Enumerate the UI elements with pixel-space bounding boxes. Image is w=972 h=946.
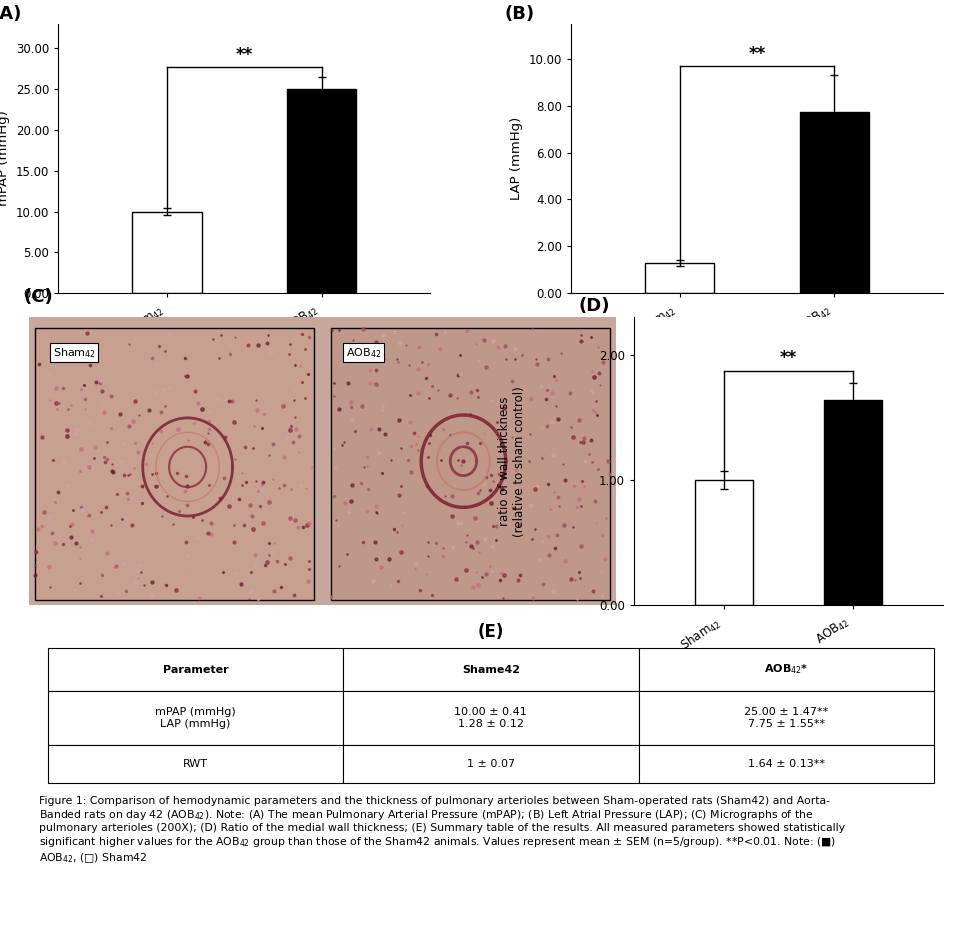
Bar	[639, 648, 934, 691]
Text: 10.00 ± 0.41
1.28 ± 0.12: 10.00 ± 0.41 1.28 ± 0.12	[455, 707, 527, 728]
Bar	[343, 648, 639, 691]
Bar	[132, 212, 201, 293]
Text: Parameter: Parameter	[162, 664, 228, 674]
Bar	[824, 400, 882, 605]
Text: **: **	[748, 44, 766, 62]
Bar	[800, 112, 869, 293]
Text: Figure 1: Comparison of hemodynamic parameters and the thickness of pulmonary ar: Figure 1: Comparison of hemodynamic para…	[39, 796, 845, 865]
Bar	[639, 691, 934, 745]
Bar	[644, 263, 714, 293]
Text: AOB$_{42}$: AOB$_{42}$	[346, 346, 381, 359]
Text: AOB$_{42}$*: AOB$_{42}$*	[764, 662, 809, 676]
Y-axis label: mPAP (mmHg): mPAP (mmHg)	[0, 111, 11, 206]
Bar	[48, 648, 343, 691]
Text: (B): (B)	[504, 5, 535, 23]
Text: **: **	[780, 349, 797, 367]
Text: Sham$_{42}$: Sham$_{42}$	[52, 346, 95, 359]
Text: 1.64 ± 0.13**: 1.64 ± 0.13**	[747, 759, 824, 769]
Text: (C): (C)	[23, 288, 53, 307]
Bar	[287, 89, 357, 293]
Y-axis label: ratio of wall thickness
(relative to sham control): ratio of wall thickness (relative to sha…	[498, 386, 526, 536]
Text: 1 ± 0.07: 1 ± 0.07	[467, 759, 515, 769]
Bar	[343, 745, 639, 783]
Bar	[343, 691, 639, 745]
Text: RWT: RWT	[183, 759, 208, 769]
Text: (D): (D)	[578, 297, 609, 315]
Bar	[48, 691, 343, 745]
Text: mPAP (mmHg)
LAP (mmHg): mPAP (mmHg) LAP (mmHg)	[156, 707, 236, 728]
Bar	[48, 745, 343, 783]
Y-axis label: LAP (mmHg): LAP (mmHg)	[510, 116, 523, 201]
Bar	[639, 745, 934, 783]
Bar	[331, 328, 610, 600]
Bar	[695, 480, 753, 605]
Text: Shame42: Shame42	[462, 664, 520, 674]
Bar	[35, 328, 314, 600]
Text: (A): (A)	[0, 5, 21, 23]
Text: **: **	[235, 46, 253, 64]
Text: 25.00 ± 1.47**
7.75 ± 1.55**: 25.00 ± 1.47** 7.75 ± 1.55**	[744, 707, 828, 728]
Text: (E): (E)	[477, 622, 504, 640]
